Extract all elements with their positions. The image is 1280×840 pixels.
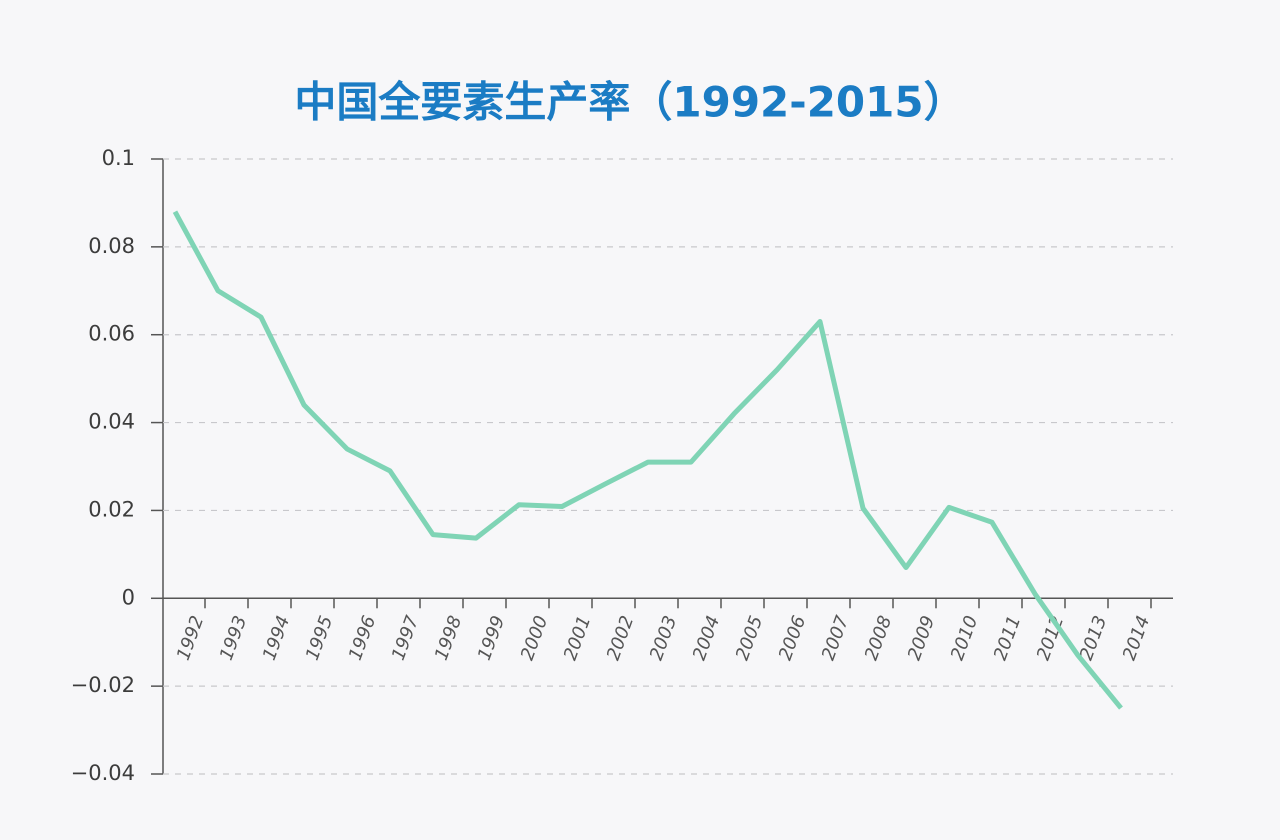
line-series (172, 210, 1123, 710)
y-tick-label: 0.06 (88, 322, 135, 346)
y-tick-label: −0.02 (71, 673, 135, 697)
y-tick-label: 0.02 (88, 497, 135, 521)
y-tick-label: 0 (122, 585, 135, 609)
y-tick-label: 0.08 (88, 234, 135, 258)
y-tick-label: 0.04 (88, 410, 135, 434)
chart-title: 中国全要素生产率（1992-2015） (294, 78, 965, 127)
y-tick-label: −0.04 (71, 761, 135, 785)
y-tick-label: 0.1 (102, 146, 135, 170)
